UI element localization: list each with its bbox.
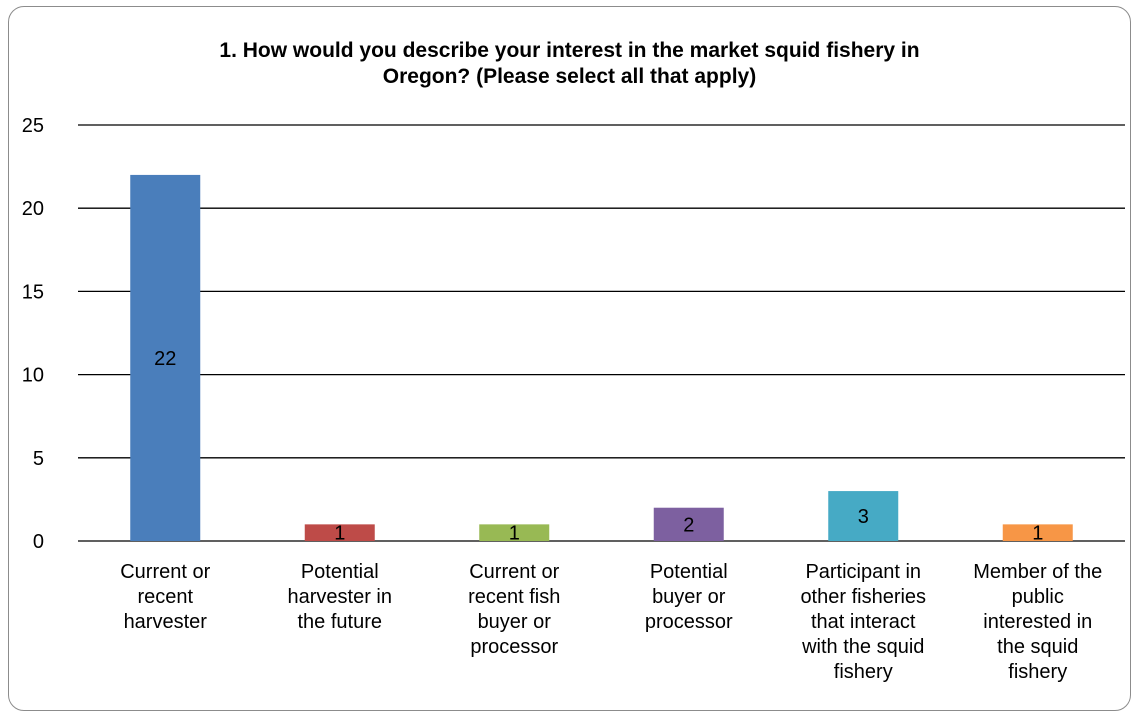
bar-1 — [130, 174, 201, 542]
category-label-line: public — [1012, 586, 1064, 608]
data-label-3: 1 — [509, 523, 520, 545]
category-label-line: Member of the — [973, 561, 1102, 583]
category-label-line: Current or — [469, 561, 559, 583]
category-label-3: Current or recent fish buyer or processor — [468, 561, 560, 658]
category-label-line: buyer or — [478, 611, 552, 633]
category-label-1: Current or recent harvester — [120, 561, 210, 633]
bar-3 — [479, 524, 550, 541]
category-label-line: the squid — [997, 636, 1078, 658]
chart-title: 1. How would you describe your interest … — [219, 39, 920, 88]
bar-6 — [1002, 524, 1073, 541]
category-label-line: that interact — [811, 611, 916, 633]
data-label-6: 1 — [1032, 523, 1043, 545]
y-tick-label: 20 — [22, 198, 44, 220]
category-label-5: Participant in other fisheries that intera… — [800, 561, 926, 683]
category-label-line: fishery — [834, 661, 893, 683]
data-label-1: 22 — [154, 348, 176, 370]
data-label-5: 3 — [858, 506, 869, 528]
y-tick-label: 15 — [22, 281, 44, 303]
y-axis-ticks: 0 5 10 15 20 25 — [22, 115, 44, 553]
category-label-line: Potential — [301, 561, 379, 583]
category-label-line: interested in — [983, 611, 1092, 633]
gridlines — [78, 124, 1125, 542]
category-label-line: Participant in — [805, 561, 921, 583]
category-label-4: Potential buyer or processor — [645, 561, 733, 633]
bar-2 — [304, 524, 375, 541]
category-label-line: Current or — [120, 561, 210, 583]
category-label-line: harvester in — [288, 586, 393, 608]
bar-5 — [828, 491, 899, 541]
bar-4 — [653, 507, 724, 541]
category-label-line: harvester — [124, 611, 208, 633]
category-label-line: recent — [137, 586, 193, 608]
category-label-line: fishery — [1008, 661, 1067, 683]
category-label-line: the future — [297, 611, 382, 633]
category-label-line: Potential — [650, 561, 728, 583]
y-tick-label: 0 — [33, 531, 44, 553]
category-label-line: buyer or — [652, 586, 726, 608]
bars — [130, 174, 1073, 542]
data-labels: 22 1 1 2 3 1 — [154, 348, 1043, 545]
y-tick-label: 5 — [33, 448, 44, 470]
category-label-6: Member of the public interested in the squi… — [973, 561, 1102, 683]
category-label-line: with the squid — [801, 636, 924, 658]
category-label-2: Potential harvester in the future — [288, 561, 393, 633]
data-label-4: 2 — [683, 514, 694, 536]
category-label-line: processor — [470, 636, 558, 658]
category-label-line: recent fish — [468, 586, 560, 608]
y-tick-label: 10 — [22, 365, 44, 387]
category-label-line: processor — [645, 611, 733, 633]
category-label-line: other fisheries — [800, 586, 926, 608]
y-tick-label: 25 — [22, 115, 44, 137]
data-label-2: 1 — [334, 523, 345, 545]
category-labels: Current or recent harvester Potential harves… — [120, 561, 1102, 683]
